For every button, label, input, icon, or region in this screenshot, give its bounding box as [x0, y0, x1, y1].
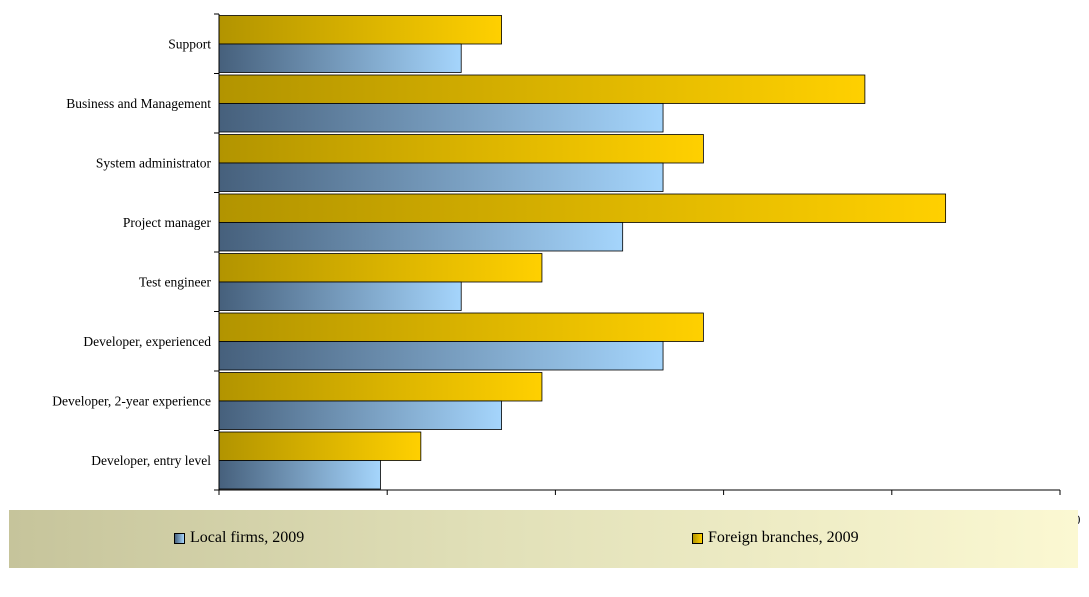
- legend-swatch-local: [174, 532, 185, 544]
- bar-foreign-7: [218, 431, 422, 461]
- category-label: Support: [168, 36, 211, 51]
- axes: [214, 13, 1060, 491]
- legend-swatch-foreign: [692, 532, 703, 544]
- bar-foreign-5: [218, 312, 704, 342]
- bar-foreign-0: [218, 15, 502, 45]
- legend: Local firms, 2009 Foreign branches, 2009: [9, 510, 1078, 568]
- bar-local-4: [218, 281, 462, 311]
- bar-foreign-3: [218, 193, 947, 223]
- bar-local-1: [218, 103, 664, 133]
- bar-local-6: [218, 400, 502, 430]
- bar-foreign-4: [218, 253, 543, 283]
- legend-item-foreign: Foreign branches, 2009: [692, 529, 859, 547]
- category-label: Developer, entry level: [91, 453, 211, 468]
- bar-local-5: [218, 341, 664, 371]
- bar-local-7: [218, 460, 381, 490]
- bar-local-2: [218, 162, 664, 192]
- bars-group: [218, 15, 947, 490]
- bar-foreign-6: [218, 372, 543, 402]
- category-label: System administrator: [96, 155, 212, 170]
- category-labels: Support Business and Management System adm…: [52, 36, 211, 468]
- category-label: Project manager: [123, 215, 212, 230]
- category-label: Test engineer: [139, 274, 212, 289]
- bar-foreign-1: [218, 74, 866, 104]
- bar-local-0: [218, 43, 462, 73]
- bar-local-3: [218, 222, 624, 252]
- legend-item-local: Local firms, 2009: [174, 529, 304, 547]
- category-label: Business and Management: [66, 96, 211, 111]
- category-label: Developer, experienced: [83, 334, 211, 349]
- bar-foreign-2: [218, 134, 704, 164]
- legend-label-local: Local firms, 2009: [190, 529, 305, 546]
- category-label: Developer, 2-year experience: [52, 393, 211, 408]
- legend-label-foreign: Foreign branches, 2009: [708, 529, 859, 546]
